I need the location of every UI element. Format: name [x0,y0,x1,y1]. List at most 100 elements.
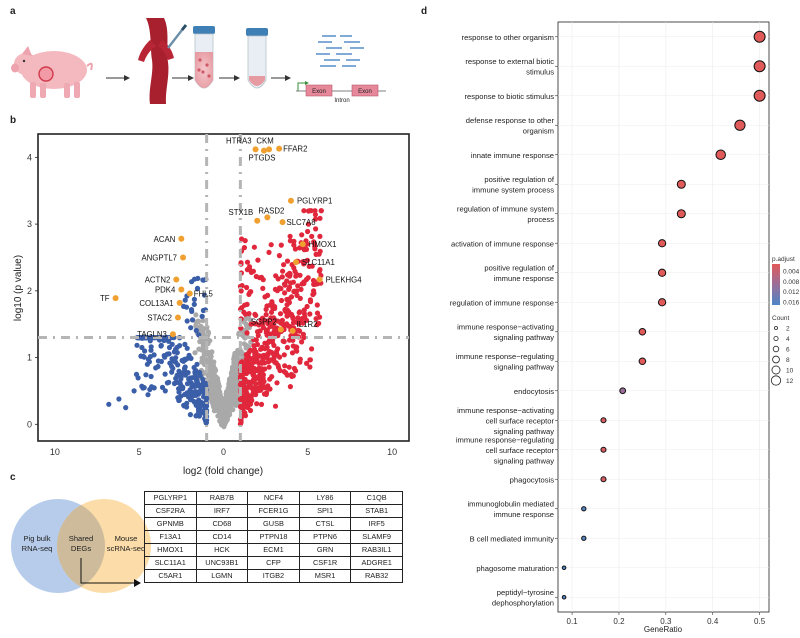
term-dot [753,30,766,43]
ns-gene-point [213,367,219,373]
panel-label-d: d [421,6,427,17]
up-gene-point [251,372,257,378]
up-gene-point [256,322,262,328]
down-gene-point [193,370,199,376]
up-gene-point [247,367,253,373]
down-gene-point [184,318,190,324]
go-dotplot: response to other organism response to ex… [450,21,800,634]
up-gene-point [301,307,307,313]
ns-gene-point [241,341,247,347]
down-gene-point [191,276,198,282]
count-key-circle [774,326,778,330]
up-gene-point [303,317,310,323]
gene-cell: NCF4 [247,491,300,505]
ns-gene-point [193,323,199,329]
up-gene-point [284,258,291,264]
volcano-frame [37,133,410,442]
up-gene-point [262,294,268,300]
ns-gene-point [207,372,213,379]
up-gene-point [257,387,264,393]
up-gene-point [244,284,250,291]
dotplot-x-axis: 0.1 0.2 0.3 0.4 0.5 [567,612,766,626]
up-gene-point [290,373,296,379]
down-gene-point [134,342,140,348]
padj-tick-label: 0.004 [783,269,800,276]
ns-gene-point [200,318,206,324]
up-gene-point [277,311,284,317]
x-tick-label: 0.5 [754,617,766,626]
up-gene-point [307,364,313,370]
blood-vessel-illustration [138,18,188,104]
term-label: signaling pathway [494,333,555,342]
term-label: immune response [494,510,554,519]
labeled-gene-point [287,197,294,204]
up-gene-point [262,385,268,391]
term-label: immune response−activating [457,323,554,332]
table-row: C5AR1 LGMN ITGB2 MSR1 RAB32 [144,569,403,583]
labeled-gene-point [260,147,267,154]
intron-label: Intron [334,98,349,104]
down-gene-point [145,392,151,398]
arrow-icon [271,75,291,81]
up-gene-point [275,362,281,368]
gene-label: SGPP2 [251,318,277,327]
gene-cell: SPI1 [298,504,352,518]
up-gene-point [291,289,297,295]
down-gene-point [191,301,197,307]
labeled-gene-point [178,235,185,242]
ns-gene-point [223,418,229,424]
up-gene-point [238,382,244,388]
up-gene-point [268,315,274,321]
pig-illustration [11,46,93,98]
labeled-gene-point [176,299,183,306]
gene-cell: PTPN6 [298,530,352,544]
down-gene-point [148,344,154,350]
down-gene-point [182,341,188,347]
up-gene-point [276,253,282,259]
up-gene-point [253,392,259,398]
x-tick-label: 10 [50,447,60,457]
padj-tick-label: 0.008 [783,279,800,286]
count-key-circle [772,345,780,353]
up-gene-point [304,257,310,263]
down-gene-point [196,413,202,419]
dotplot-points [561,30,766,600]
up-gene-point [296,310,302,316]
gene-cell: ADGRE1 [350,556,403,570]
up-gene-point [297,245,303,251]
ns-gene-point [216,394,222,400]
gene-label: ANGPTL7 [141,253,177,262]
y-tick-label: 4 [27,152,32,162]
up-gene-point [299,339,305,345]
up-gene-point [291,238,297,244]
up-gene-point [272,403,279,409]
up-gene-point [282,282,288,288]
up-gene-point [242,368,248,374]
x-tick-label: 0.1 [567,617,579,626]
up-gene-point [278,242,284,248]
up-gene-point [312,208,318,214]
down-gene-point [145,356,152,362]
tube-with-cells-illustration [193,26,215,89]
up-gene-point [286,364,292,370]
venn-overlap [56,505,106,587]
term-dot [600,446,607,453]
up-gene-point [281,352,287,358]
venn-right-line-2: scRNA-seq [107,544,145,553]
volcano-labels: HTRA3 CKM FFAR2 PTGDS PGLYRP1 STX1B RASD2SLC7A… [100,136,362,339]
x-tick-label: 0.3 [660,617,672,626]
down-gene-point [155,363,161,370]
up-gene-point [243,356,250,362]
down-gene-point [193,327,199,334]
up-gene-point [242,238,248,244]
down-gene-point [175,362,181,368]
up-gene-point [289,350,296,356]
up-gene-point [255,374,261,380]
ns-gene-point [209,398,216,404]
up-gene-point [305,221,311,227]
up-gene-point [258,317,264,323]
term-label: stimulus [526,68,554,77]
up-gene-point [272,305,278,311]
table-row: SLC11A1 UNC93B1 CFP CSF1R ADGRE1 [144,556,403,570]
up-gene-point [279,317,285,323]
